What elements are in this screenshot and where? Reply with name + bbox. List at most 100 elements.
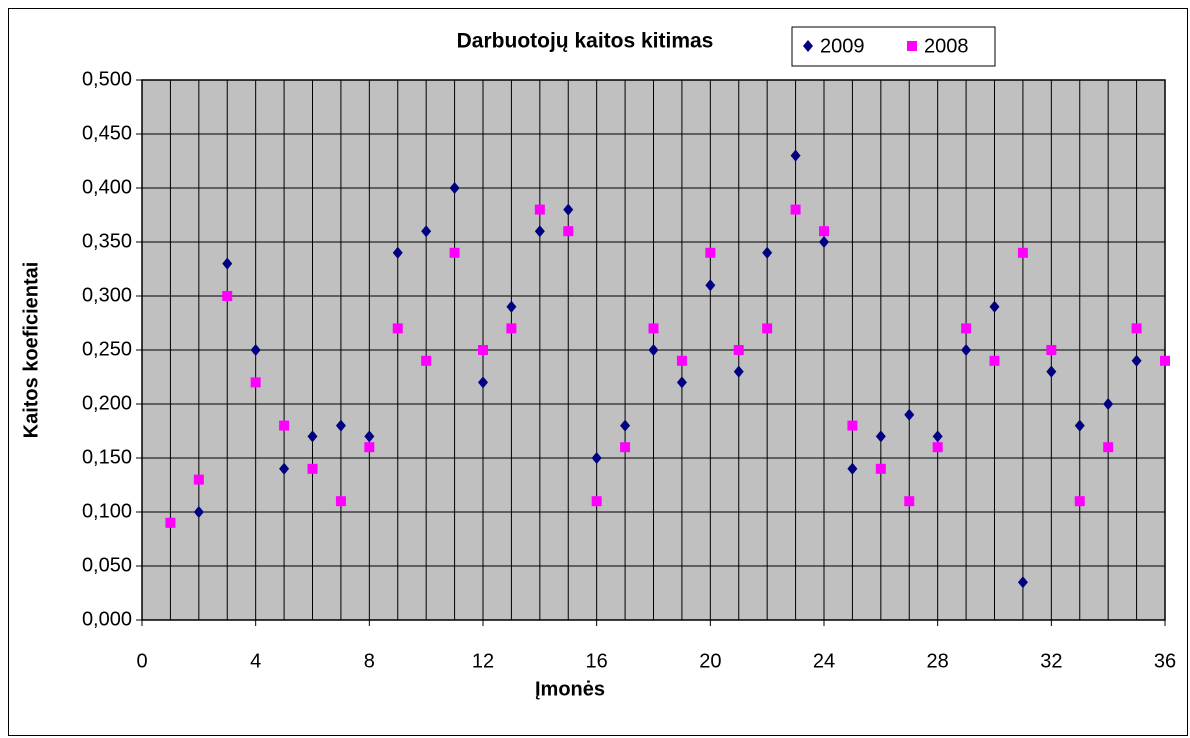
point <box>279 420 290 431</box>
y-tick-label: 0,300 <box>82 284 132 306</box>
point <box>847 462 858 475</box>
point <box>904 408 915 421</box>
point <box>563 203 574 216</box>
point <box>961 323 972 334</box>
point <box>676 355 687 366</box>
point <box>790 149 801 162</box>
legend-box <box>791 26 996 67</box>
point <box>335 419 346 432</box>
y-tick-label: 0,350 <box>82 230 132 252</box>
point <box>904 496 915 507</box>
point <box>591 496 602 507</box>
point <box>989 300 1000 313</box>
plot-border <box>141 79 1166 621</box>
point <box>193 506 204 518</box>
point <box>222 257 233 270</box>
x-tick-label: 36 <box>1154 650 1176 672</box>
point <box>762 246 773 259</box>
point <box>364 430 375 443</box>
y-tick-label: 0,050 <box>82 554 132 576</box>
point <box>961 344 972 356</box>
point <box>733 345 744 355</box>
x-tick-label: 24 <box>813 650 835 672</box>
point <box>506 300 517 313</box>
point <box>165 517 176 528</box>
x-tick-label: 28 <box>927 650 949 672</box>
legend-marker <box>803 40 813 52</box>
y-tick-label: 0,150 <box>82 446 132 468</box>
point <box>705 247 716 258</box>
point <box>193 474 204 485</box>
x-axis-label: Įmonės <box>535 678 605 700</box>
x-tick-label: 16 <box>586 650 608 672</box>
y-tick-label: 0,200 <box>82 392 132 414</box>
y-tick-label: 0,100 <box>82 500 132 522</box>
point <box>790 204 801 215</box>
point <box>989 355 1000 366</box>
point <box>762 323 773 334</box>
point <box>250 377 261 388</box>
point <box>364 442 375 453</box>
point <box>307 463 318 474</box>
point <box>478 345 488 355</box>
point <box>478 376 488 389</box>
y-tick-label: 0,400 <box>82 176 132 198</box>
point <box>875 463 886 474</box>
point <box>1131 323 1142 334</box>
point <box>1046 345 1057 355</box>
point <box>847 420 858 431</box>
point <box>1017 576 1028 589</box>
point <box>620 442 631 453</box>
point <box>222 291 233 301</box>
point <box>534 225 545 238</box>
point <box>648 344 659 356</box>
legend-label: 2009 <box>820 35 865 57</box>
y-axis-label: Kaitos koeficientai <box>20 262 42 439</box>
y-tick-label: 0,450 <box>82 122 132 144</box>
point <box>932 430 943 443</box>
y-tick-label: 0,000 <box>82 608 132 630</box>
legend-label: 2008 <box>924 35 969 57</box>
point <box>1017 247 1028 258</box>
x-tick-label: 4 <box>250 650 261 672</box>
point <box>1103 442 1114 453</box>
x-tick-label: 12 <box>472 650 494 672</box>
x-tick-label: 8 <box>364 650 375 672</box>
point <box>648 323 659 334</box>
point <box>676 376 687 389</box>
point <box>421 355 432 366</box>
y-tick-label: 0,250 <box>82 338 132 360</box>
x-tick-label: 0 <box>136 650 147 672</box>
point <box>307 430 318 443</box>
point <box>819 236 829 248</box>
point <box>591 452 602 464</box>
point <box>392 246 403 259</box>
point <box>1046 365 1057 378</box>
chart-title: Darbuotojų kaitos kitimas <box>457 30 714 53</box>
point <box>620 419 631 432</box>
point <box>563 226 574 237</box>
point <box>421 225 432 238</box>
point <box>1160 355 1170 366</box>
point <box>506 323 517 334</box>
point <box>1074 496 1085 507</box>
point <box>819 226 829 237</box>
point <box>1103 398 1114 410</box>
point <box>279 462 290 475</box>
x-tick-label: 20 <box>699 650 721 672</box>
point <box>392 323 403 334</box>
point <box>250 344 261 356</box>
point <box>1131 354 1142 367</box>
point <box>705 279 716 292</box>
point <box>449 182 460 194</box>
y-tick-label: 0,500 <box>82 68 132 90</box>
point <box>875 430 886 443</box>
point <box>932 442 943 453</box>
point <box>534 204 545 215</box>
point <box>733 365 744 378</box>
point <box>335 496 346 507</box>
point <box>449 247 460 258</box>
point <box>1074 419 1085 432</box>
x-tick-label: 32 <box>1040 650 1062 672</box>
